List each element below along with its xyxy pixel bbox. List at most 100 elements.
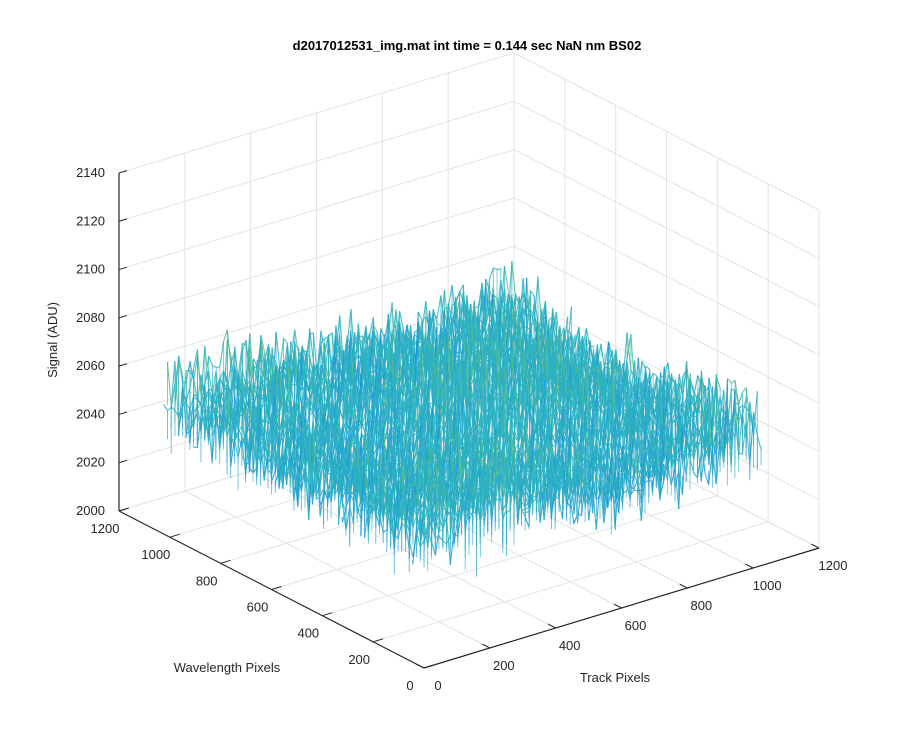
- surface-segment: [174, 360, 180, 429]
- surface-segment: [443, 312, 449, 329]
- surface-segment: [185, 386, 191, 402]
- surface-segment: [335, 335, 341, 365]
- surface-segment: [327, 343, 333, 374]
- surface-segment: [196, 396, 202, 406]
- surface-segment: [368, 324, 374, 363]
- grid-line: [513, 197, 820, 356]
- surface-segment: [436, 323, 441, 326]
- surface-segment: [178, 355, 183, 376]
- surface-segment: [163, 404, 168, 411]
- surface-segment: [260, 379, 265, 383]
- surface-segment: [451, 296, 457, 336]
- surface-segment: [237, 370, 243, 391]
- surface-segment: [283, 377, 288, 380]
- surface-segment: [181, 387, 187, 404]
- surface-segment: [193, 349, 198, 369]
- surface-segment: [451, 314, 457, 321]
- grid-line: [118, 52, 515, 174]
- surface-segment: [493, 267, 498, 271]
- surface-segment: [204, 399, 210, 442]
- surface-segment: [492, 309, 498, 317]
- surface-segment: [226, 339, 232, 358]
- surface-segment: [485, 278, 491, 291]
- surface-segment: [185, 360, 191, 383]
- surface-segment: [271, 353, 277, 363]
- surface-segment: [207, 413, 213, 429]
- surface-segment: [365, 335, 371, 347]
- surface-segment: [215, 412, 221, 424]
- surface-segment: [529, 290, 535, 297]
- surface-segment: [241, 370, 247, 385]
- surface-segment: [428, 314, 434, 337]
- grid-line: [513, 100, 820, 259]
- surface-segment: [212, 364, 217, 368]
- surface-segment: [305, 350, 311, 389]
- surface-segment: [331, 375, 337, 394]
- surface-segment: [181, 394, 187, 399]
- surface-segment: [167, 407, 172, 411]
- grid-line: [513, 52, 820, 211]
- surface-segment: [215, 410, 220, 415]
- surface-segment: [312, 363, 318, 376]
- surface-segment: [211, 392, 217, 405]
- surface-segment: [207, 391, 213, 402]
- surface-segment: [230, 438, 235, 441]
- surface-segment: [166, 361, 172, 406]
- surface-segment: [193, 408, 198, 412]
- surface-segment: [354, 332, 359, 356]
- surface-segment: [196, 413, 202, 433]
- surface-segment: [189, 370, 195, 379]
- surface-segment: [406, 367, 411, 370]
- surface-segment: [316, 363, 322, 385]
- surface-segment: [496, 268, 501, 271]
- surface-segment: [391, 325, 397, 334]
- surface-segment: [320, 371, 326, 387]
- surface-segment: [249, 358, 255, 378]
- surface-segment: [249, 333, 255, 382]
- surface-segment: [357, 356, 363, 361]
- surface-segment: [469, 300, 475, 340]
- surface-segment: [481, 300, 487, 331]
- surface-segment: [350, 332, 356, 386]
- grid-line: [118, 100, 515, 222]
- surface-segment: [372, 324, 378, 332]
- surface-segment: [178, 387, 183, 435]
- surface-segment: [354, 356, 359, 360]
- surface-segment: [219, 341, 225, 367]
- surface-segment: [241, 339, 247, 352]
- surface-segment: [241, 377, 247, 400]
- surface-segment: [193, 378, 198, 402]
- surface-segment: [399, 321, 404, 347]
- surface-segment: [417, 321, 423, 340]
- surface-segment: [256, 346, 262, 389]
- surface-segment: [301, 354, 307, 389]
- surface-segment: [230, 371, 236, 396]
- surface-segment: [230, 395, 236, 455]
- surface-segment: [207, 418, 213, 462]
- surface-segment: [193, 446, 198, 449]
- surface-segment: [399, 311, 404, 330]
- surface-segment: [211, 394, 217, 407]
- surface-segment: [170, 360, 176, 406]
- surface-segment: [267, 354, 273, 376]
- surface-segment: [309, 332, 314, 335]
- surface-segment: [305, 354, 310, 357]
- surface-segment: [219, 371, 225, 413]
- surface-segment: [485, 294, 490, 325]
- surface-segment: [372, 358, 378, 371]
- surface-segment: [260, 335, 266, 380]
- surface-segment: [193, 355, 198, 382]
- surface-segment: [432, 309, 438, 325]
- surface-segment: [282, 345, 288, 374]
- surface-segment: [181, 375, 187, 433]
- surface-segment: [211, 422, 217, 438]
- surface-segment: [477, 282, 483, 308]
- surface-segment: [283, 337, 288, 344]
- surface-segment: [459, 284, 464, 293]
- surface-segment: [215, 405, 221, 443]
- surface-segment: [200, 399, 206, 417]
- surface-segment: [223, 329, 228, 342]
- surface-segment: [282, 420, 287, 423]
- surface-segment: [204, 370, 210, 384]
